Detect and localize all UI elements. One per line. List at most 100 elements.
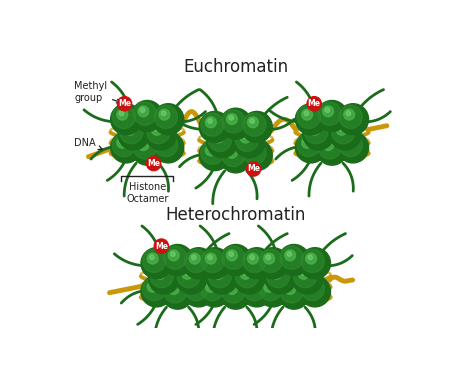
Circle shape [297, 134, 319, 157]
Circle shape [295, 132, 326, 163]
Circle shape [199, 139, 230, 170]
Circle shape [235, 265, 258, 288]
Circle shape [338, 126, 342, 131]
Circle shape [133, 136, 156, 159]
Circle shape [226, 114, 237, 124]
Circle shape [303, 111, 308, 115]
Circle shape [278, 278, 309, 309]
Circle shape [242, 249, 265, 273]
Circle shape [338, 105, 362, 128]
Circle shape [149, 255, 154, 260]
Circle shape [249, 255, 254, 260]
Circle shape [205, 117, 216, 128]
Circle shape [308, 124, 319, 135]
Circle shape [112, 105, 135, 128]
Circle shape [316, 134, 347, 165]
Circle shape [257, 276, 288, 307]
Circle shape [154, 134, 177, 157]
Circle shape [247, 253, 258, 264]
Circle shape [235, 128, 258, 151]
Circle shape [161, 111, 166, 115]
Circle shape [147, 253, 158, 264]
Circle shape [200, 141, 224, 165]
Circle shape [184, 277, 207, 301]
Circle shape [117, 109, 128, 120]
Circle shape [240, 132, 250, 143]
Circle shape [163, 246, 186, 269]
Circle shape [249, 147, 254, 152]
Circle shape [215, 270, 219, 275]
Circle shape [138, 106, 148, 117]
Circle shape [242, 270, 246, 275]
Text: Me: Me [307, 99, 320, 108]
Circle shape [199, 276, 230, 307]
Circle shape [154, 239, 168, 253]
Circle shape [257, 248, 288, 279]
Circle shape [145, 119, 176, 150]
Circle shape [247, 117, 258, 128]
Text: Me: Me [246, 165, 259, 173]
Circle shape [168, 250, 179, 261]
Circle shape [200, 113, 224, 136]
Circle shape [221, 144, 245, 167]
Circle shape [258, 277, 282, 301]
Circle shape [199, 111, 230, 142]
Circle shape [183, 276, 213, 307]
Circle shape [317, 136, 341, 159]
Circle shape [207, 119, 212, 123]
Circle shape [208, 265, 231, 288]
Text: Heterochromatin: Heterochromatin [165, 206, 305, 224]
Circle shape [158, 109, 169, 120]
Circle shape [265, 255, 270, 260]
Text: Euchromatin: Euchromatin [183, 58, 288, 76]
Circle shape [305, 253, 316, 264]
Circle shape [264, 263, 295, 294]
Circle shape [142, 249, 166, 273]
Circle shape [158, 137, 169, 148]
Circle shape [241, 111, 272, 142]
Circle shape [146, 120, 170, 144]
Circle shape [191, 283, 196, 288]
Text: Me: Me [147, 159, 160, 168]
Circle shape [126, 126, 131, 131]
Circle shape [189, 253, 200, 264]
Circle shape [208, 128, 231, 151]
Circle shape [300, 270, 305, 275]
Circle shape [142, 277, 166, 301]
Circle shape [141, 276, 172, 307]
Circle shape [307, 97, 321, 111]
Circle shape [249, 283, 254, 288]
Circle shape [299, 248, 330, 279]
Circle shape [199, 248, 230, 279]
Circle shape [140, 108, 145, 113]
Circle shape [228, 285, 233, 290]
Circle shape [233, 263, 264, 294]
Circle shape [280, 280, 302, 303]
Circle shape [154, 105, 177, 128]
Circle shape [345, 139, 350, 144]
Circle shape [338, 134, 362, 157]
Circle shape [151, 124, 162, 135]
Circle shape [189, 281, 200, 292]
Circle shape [111, 104, 141, 135]
Circle shape [118, 119, 149, 150]
Circle shape [226, 250, 237, 261]
Circle shape [157, 270, 161, 275]
Circle shape [266, 265, 289, 288]
Circle shape [228, 115, 233, 120]
Circle shape [152, 104, 183, 135]
Circle shape [300, 277, 324, 301]
Circle shape [117, 137, 128, 148]
Circle shape [240, 268, 250, 279]
Circle shape [181, 268, 192, 279]
Circle shape [317, 102, 341, 125]
Circle shape [304, 120, 327, 144]
Circle shape [305, 281, 316, 292]
Circle shape [241, 139, 272, 170]
Circle shape [131, 134, 162, 165]
Circle shape [124, 124, 135, 135]
Circle shape [200, 277, 224, 301]
Circle shape [284, 250, 295, 261]
Circle shape [337, 132, 368, 163]
Circle shape [228, 149, 233, 154]
